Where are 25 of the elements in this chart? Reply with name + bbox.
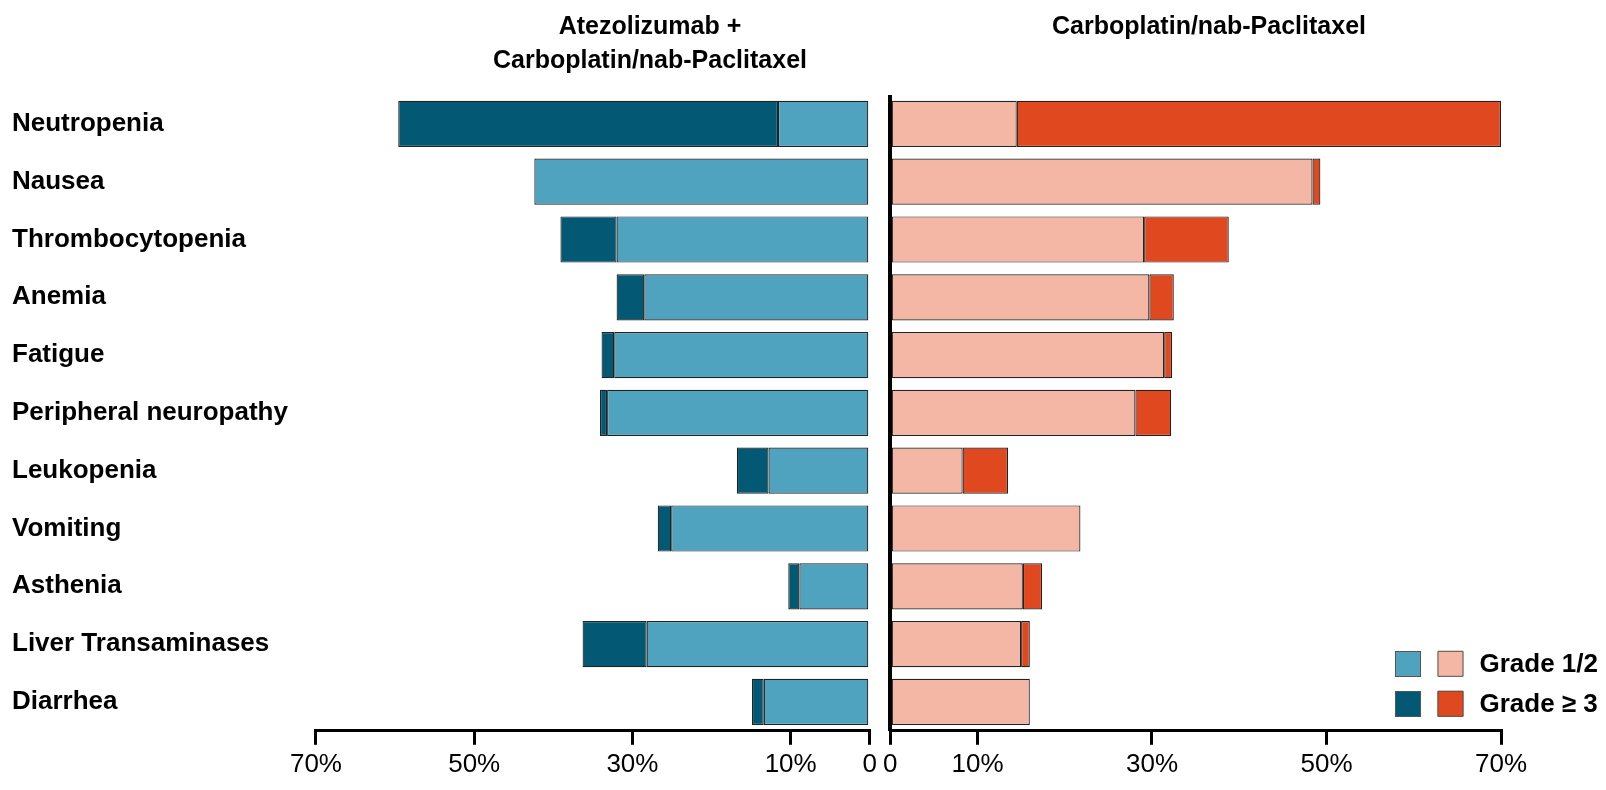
x-tick-label: 0 xyxy=(862,747,877,778)
x-tick-label: 70% xyxy=(289,747,342,778)
y-tick-label: Vomiting xyxy=(12,511,122,542)
chart-title: Carboplatin/nab-Paclitaxel xyxy=(1051,10,1367,41)
x-tick-label: 50% xyxy=(448,747,501,778)
x-tick-label: 10% xyxy=(764,747,817,778)
y-tick-label: Fatigue xyxy=(12,338,105,369)
y-tick-label: Neutropenia xyxy=(12,107,165,138)
x-tick-label: 30% xyxy=(1125,747,1179,778)
x-tick-label: 0 xyxy=(883,747,898,778)
y-tick-label: Nausea xyxy=(12,164,106,195)
legend-label: Grade ≥ 3 xyxy=(1479,687,1598,718)
x-tick-label: 30% xyxy=(606,747,659,778)
x-tick-label: 10% xyxy=(951,747,1004,778)
y-tick-label: Thrombocytopenia xyxy=(12,222,247,253)
y-tick-label: Leukopenia xyxy=(12,453,158,484)
y-tick-label: Diarrhea xyxy=(12,685,119,716)
x-tick-label: 50% xyxy=(1300,747,1353,778)
x-tick-label: 70% xyxy=(1474,747,1528,778)
y-tick-label: Anemia xyxy=(12,280,107,311)
y-tick-label: Peripheral neuropathy xyxy=(12,396,289,427)
chart-title: Atezolizumab + Carboplatin/nab-Paclitaxel xyxy=(492,10,808,75)
legend-label: Grade 1/2 xyxy=(1479,647,1598,678)
y-tick-label: Asthenia xyxy=(12,569,123,600)
y-tick-label: Liver Transaminases xyxy=(12,627,270,658)
